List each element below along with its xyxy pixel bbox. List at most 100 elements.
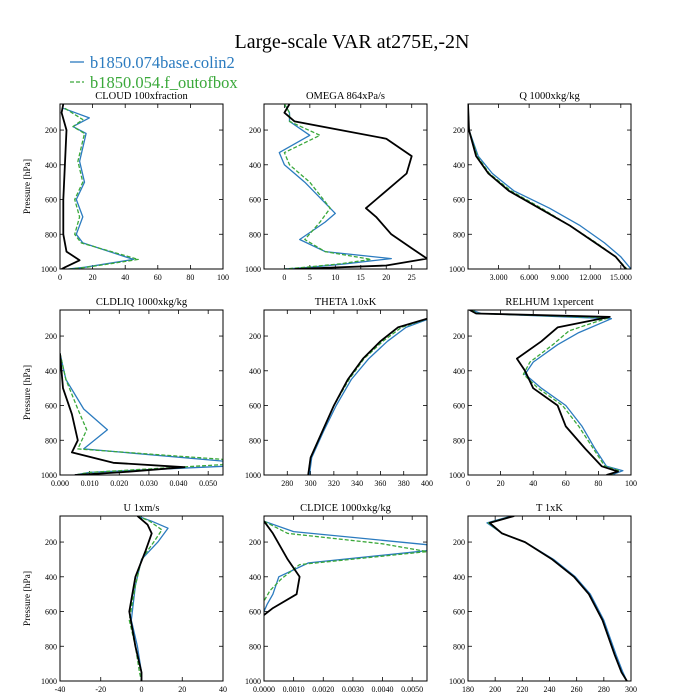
series-line-b1850-074base — [308, 318, 427, 475]
series-line-b1850-054-outofbox — [283, 104, 372, 269]
panel-title: OMEGA 864xPa/s — [306, 91, 385, 102]
x-tick-label: -20 — [95, 685, 106, 694]
y-tick-label: 600 — [249, 608, 261, 617]
y-tick-label: 800 — [45, 642, 57, 651]
x-tick-label: 20 — [178, 685, 186, 694]
x-tick-label: 240 — [544, 685, 556, 694]
series-line-control — [283, 104, 427, 269]
y-tick-label: 200 — [45, 126, 57, 135]
y-tick-label: 200 — [249, 538, 261, 547]
y-tick-label: 200 — [45, 538, 57, 547]
y-tick-label: 400 — [453, 573, 465, 582]
x-tick-label: 0.010 — [81, 479, 99, 488]
panel-title: THETA 1.0xK — [315, 297, 377, 308]
x-tick-label: 0 — [58, 273, 62, 282]
x-tick-label: 180 — [462, 685, 474, 694]
x-tick-label: 20 — [89, 273, 97, 282]
series-line-b1850-054-outofbox — [487, 516, 628, 681]
y-tick-label: 800 — [249, 642, 261, 651]
series-line-control — [60, 353, 186, 475]
panel-2: OMEGA 864xPa/s 200 400 600 800 1000 0 5 10 15 20 25 — [245, 91, 428, 282]
x-tick-label: 100 — [625, 479, 637, 488]
plot-frame — [467, 515, 632, 682]
y-tick-label: 1000 — [449, 265, 465, 274]
panel-title: CLDLIQ 1000xkg/kg — [96, 297, 188, 308]
y-tick-label: 600 — [45, 608, 57, 617]
x-tick-label: 400 — [421, 479, 433, 488]
y-tick-label: 600 — [45, 196, 57, 205]
y-tick-label: 1000 — [449, 471, 465, 480]
x-tick-label: 0 — [466, 479, 470, 488]
x-tick-label: 320 — [328, 479, 340, 488]
x-tick-label: 40 — [121, 273, 129, 282]
y-tick-label: 1000 — [41, 677, 57, 686]
x-tick-label: 3.000 — [490, 273, 508, 282]
y-tick-label: 800 — [453, 436, 465, 445]
panel-title: T 1xK — [536, 503, 563, 514]
panel-5: THETA 1.0xK 200 400 600 800 1000 280 300 320 340 3… — [245, 297, 433, 488]
legend-label-series1: b1850.074base.colin2 — [90, 53, 235, 72]
series-line-b1850-054-outofbox — [264, 520, 427, 602]
x-tick-label: 15 — [357, 273, 365, 282]
y-tick-label: 1000 — [41, 265, 57, 274]
series-line-control — [264, 520, 301, 616]
x-tick-label: 0.020 — [110, 479, 128, 488]
y-tick-label: 200 — [453, 538, 465, 547]
series-line-b1850-074base — [264, 520, 427, 612]
legend-label-series2: b1850.054.f_outofbox — [90, 73, 238, 92]
y-tick-label: 1000 — [245, 471, 261, 480]
y-tick-label: 200 — [453, 332, 465, 341]
x-tick-label: 40 — [529, 479, 537, 488]
y-tick-label: 600 — [45, 402, 57, 411]
panels-group: CLOUD 100xfraction2004006008001000Pressu… — [23, 91, 637, 694]
series-line-b1850-054-outofbox — [470, 310, 621, 475]
x-tick-label: 20 — [382, 273, 390, 282]
panel-title: CLOUD 100xfraction — [95, 91, 188, 102]
x-tick-label: 260 — [571, 685, 583, 694]
series-line-b1850-054-outofbox — [128, 516, 163, 681]
y-tick-label: 1000 — [245, 265, 261, 274]
y-axis-label: Pressure [hPa] — [23, 571, 33, 626]
series-line-control — [468, 104, 627, 269]
series-line-b1850-074base — [63, 107, 135, 269]
series-line-b1850-074base — [486, 516, 628, 681]
x-tick-label: 15.000 — [610, 273, 632, 282]
x-tick-label: 0.0010 — [283, 685, 305, 694]
plot-frame — [263, 103, 428, 270]
y-tick-label: 400 — [45, 367, 57, 376]
x-tick-label: 300 — [625, 685, 637, 694]
x-tick-label: 340 — [351, 479, 363, 488]
panel-title: Q 1000xkg/kg — [519, 91, 580, 102]
series-line-control — [60, 104, 81, 269]
figure-title: Large-scale VAR at275E,-2N — [235, 31, 470, 53]
panel-3: Q 1000xkg/kg 200 400 600 800 1000 3.000 6.000 9.… — [449, 91, 632, 282]
x-tick-label: 0.040 — [170, 479, 188, 488]
x-tick-label: 12.000 — [579, 273, 601, 282]
series-line-b1850-074base — [130, 516, 169, 681]
x-tick-label: 380 — [398, 479, 410, 488]
legend: b1850.074base.colin2 b1850.054.f_outofbo… — [70, 53, 238, 92]
panel-title: CLDICE 1000xkg/kg — [300, 503, 391, 514]
plot-frame — [467, 103, 632, 270]
x-tick-label: 10 — [331, 273, 339, 282]
panel-title: RELHUM 1xpercent — [505, 297, 593, 308]
y-tick-label: 600 — [249, 402, 261, 411]
y-tick-label: 400 — [45, 573, 57, 582]
y-tick-label: 200 — [249, 332, 261, 341]
x-tick-label: 300 — [305, 479, 317, 488]
series-line-b1850-054-outofbox — [64, 107, 139, 269]
plot-frame — [59, 309, 224, 476]
panel-4: CLDLIQ 1000xkg/kg 200 400 600 800 1000 Pressur… — [23, 297, 224, 488]
x-tick-label: 0.0040 — [372, 685, 394, 694]
y-tick-label: 200 — [453, 126, 465, 135]
y-axis-label: Pressure [hPa] — [23, 365, 33, 420]
y-tick-label: 600 — [453, 196, 465, 205]
x-tick-label: 0 — [140, 685, 144, 694]
series-line-control — [128, 516, 153, 681]
x-tick-label: 280 — [598, 685, 610, 694]
plot-frame — [263, 515, 428, 682]
y-tick-label: 1000 — [41, 471, 57, 480]
y-tick-label: 800 — [45, 436, 57, 445]
